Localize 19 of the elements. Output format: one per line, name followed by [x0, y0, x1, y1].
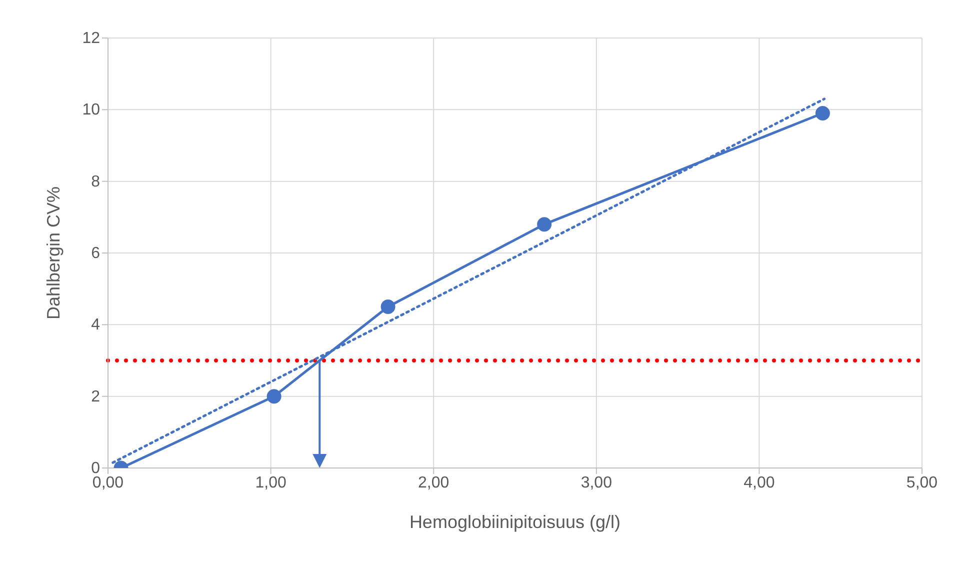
y-tick-label: 10: [82, 102, 100, 119]
point: [266, 389, 282, 404]
y-tick-label: 8: [91, 173, 100, 190]
y-tick-label: 0: [91, 460, 100, 477]
x-tick-label: 0,00: [92, 474, 124, 492]
point: [537, 217, 552, 232]
x-tick-label: 4,00: [744, 474, 775, 492]
x-axis-title: Hemoglobiinipitoisuus (g/l): [409, 512, 621, 532]
x-tick-label: 1,00: [255, 474, 286, 492]
point: [815, 106, 830, 120]
x-tick-label: 2,00: [418, 474, 450, 492]
y-tick-label: 2: [91, 388, 100, 406]
y-axis-title: Dahlbergin CV%: [43, 186, 64, 320]
y-tick-label: 6: [91, 245, 100, 262]
x-tick-label: 5,00: [906, 474, 938, 492]
x-tick-label: 3,00: [580, 474, 612, 492]
point: [380, 300, 396, 314]
y-tick-label: 12: [82, 30, 100, 47]
y-tick-label: 4: [91, 316, 100, 334]
